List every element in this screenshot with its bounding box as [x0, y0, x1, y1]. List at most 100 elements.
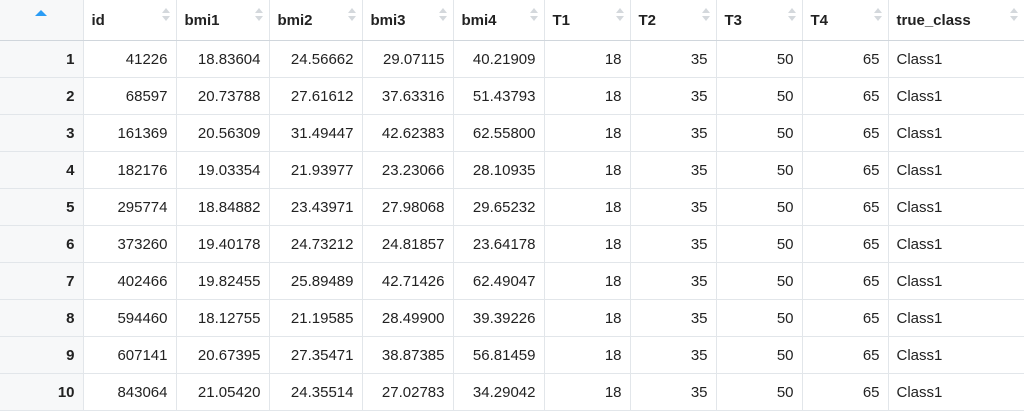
table-row: 5 295774 18.84882 23.43971 27.98068 29.65232 1…: [0, 188, 1024, 226]
row-number: 10: [0, 373, 84, 411]
cell-bmi3: 28.49900: [362, 299, 454, 337]
column-header-bmi3[interactable]: bmi3: [362, 0, 454, 41]
cell-T1: 18: [544, 299, 631, 337]
cell-bmi2: 31.49447: [269, 114, 363, 152]
cell-true-class: Class1: [888, 188, 1024, 226]
sort-ascending-icon: [35, 10, 48, 16]
cell-bmi1: 18.12755: [176, 299, 270, 337]
cell-T1: 18: [544, 373, 631, 411]
cell-bmi2: 21.19585: [269, 299, 363, 337]
row-number-sort-header[interactable]: [0, 0, 84, 41]
cell-T1: 18: [544, 336, 631, 374]
sort-arrows-icon: [161, 8, 170, 21]
column-header-label: T1: [552, 11, 571, 29]
cell-bmi3: 29.07115: [362, 40, 454, 78]
cell-bmi4: 62.55800: [453, 114, 545, 152]
column-header-label: T4: [810, 11, 829, 29]
cell-bmi1: 20.56309: [176, 114, 270, 152]
column-header-label: id: [91, 11, 105, 29]
cell-bmi4: 34.29042: [453, 373, 545, 411]
sort-arrows-icon: [1009, 8, 1018, 21]
column-header-T1[interactable]: T1: [544, 0, 631, 41]
cell-bmi4: 56.81459: [453, 336, 545, 374]
cell-id: 594460: [83, 299, 177, 337]
cell-T2: 35: [630, 77, 717, 115]
sort-arrows-icon: [347, 8, 356, 21]
cell-bmi3: 27.02783: [362, 373, 454, 411]
cell-T2: 35: [630, 373, 717, 411]
sort-arrows-icon: [438, 8, 447, 21]
sort-arrows-icon: [787, 8, 796, 21]
cell-bmi3: 37.63316: [362, 77, 454, 115]
column-header-T2[interactable]: T2: [630, 0, 717, 41]
cell-bmi1: 20.67395: [176, 336, 270, 374]
column-header-label: bmi2: [277, 11, 313, 29]
column-header-T3[interactable]: T3: [716, 0, 803, 41]
cell-bmi2: 25.89489: [269, 262, 363, 300]
sort-arrows-icon: [615, 8, 624, 21]
cell-true-class: Class1: [888, 40, 1024, 78]
row-number: 1: [0, 40, 84, 78]
cell-id: 161369: [83, 114, 177, 152]
cell-bmi2: 27.61612: [269, 77, 363, 115]
cell-bmi2: 24.35514: [269, 373, 363, 411]
column-header-label: true_class: [896, 11, 971, 29]
cell-T1: 18: [544, 262, 631, 300]
table-row: 9 607141 20.67395 27.35471 38.87385 56.81459 1…: [0, 336, 1024, 374]
column-header-bmi2[interactable]: bmi2: [269, 0, 363, 41]
column-header-bmi1[interactable]: bmi1: [176, 0, 270, 41]
cell-T4: 65: [802, 299, 889, 337]
row-number: 8: [0, 299, 84, 337]
cell-true-class: Class1: [888, 262, 1024, 300]
cell-bmi2: 21.93977: [269, 151, 363, 189]
cell-T4: 65: [802, 40, 889, 78]
cell-T3: 50: [716, 114, 803, 152]
cell-bmi2: 24.56662: [269, 40, 363, 78]
cell-bmi1: 18.84882: [176, 188, 270, 226]
cell-bmi1: 20.73788: [176, 77, 270, 115]
cell-true-class: Class1: [888, 373, 1024, 411]
cell-id: 41226: [83, 40, 177, 78]
cell-bmi3: 27.98068: [362, 188, 454, 226]
table-body: 1 41226 18.83604 24.56662 29.07115 40.21909 18…: [0, 40, 1024, 411]
cell-T2: 35: [630, 262, 717, 300]
header-row: id bmi1 bmi2 bmi3 bmi4 T1 T2 T3 T4 true_class: [0, 0, 1024, 41]
column-header-label: bmi1: [184, 11, 220, 29]
table-row: 3 161369 20.56309 31.49447 42.62383 62.55800 1…: [0, 114, 1024, 152]
row-number: 2: [0, 77, 84, 115]
cell-T2: 35: [630, 188, 717, 226]
row-number: 9: [0, 336, 84, 374]
column-header-bmi4[interactable]: bmi4: [453, 0, 545, 41]
cell-true-class: Class1: [888, 77, 1024, 115]
sort-arrows-icon: [254, 8, 263, 21]
cell-bmi2: 23.43971: [269, 188, 363, 226]
row-number: 5: [0, 188, 84, 226]
sort-arrows-icon: [701, 8, 710, 21]
table-row: 2 68597 20.73788 27.61612 37.63316 51.43793 18…: [0, 77, 1024, 115]
cell-id: 373260: [83, 225, 177, 263]
cell-T2: 35: [630, 114, 717, 152]
cell-T3: 50: [716, 40, 803, 78]
cell-T4: 65: [802, 225, 889, 263]
cell-T4: 65: [802, 114, 889, 152]
cell-T1: 18: [544, 40, 631, 78]
column-header-id[interactable]: id: [83, 0, 177, 41]
cell-bmi4: 62.49047: [453, 262, 545, 300]
cell-bmi4: 40.21909: [453, 40, 545, 78]
column-header-T4[interactable]: T4: [802, 0, 889, 41]
cell-T4: 65: [802, 336, 889, 374]
column-header-label: bmi3: [370, 11, 406, 29]
cell-id: 295774: [83, 188, 177, 226]
row-number: 6: [0, 225, 84, 263]
cell-T1: 18: [544, 225, 631, 263]
cell-bmi1: 18.83604: [176, 40, 270, 78]
cell-T3: 50: [716, 225, 803, 263]
cell-T3: 50: [716, 188, 803, 226]
cell-id: 843064: [83, 373, 177, 411]
column-header-true-class[interactable]: true_class: [888, 0, 1024, 41]
cell-T3: 50: [716, 262, 803, 300]
cell-T3: 50: [716, 336, 803, 374]
table-row: 8 594460 18.12755 21.19585 28.49900 39.39226 1…: [0, 299, 1024, 337]
column-header-label: T3: [724, 11, 743, 29]
